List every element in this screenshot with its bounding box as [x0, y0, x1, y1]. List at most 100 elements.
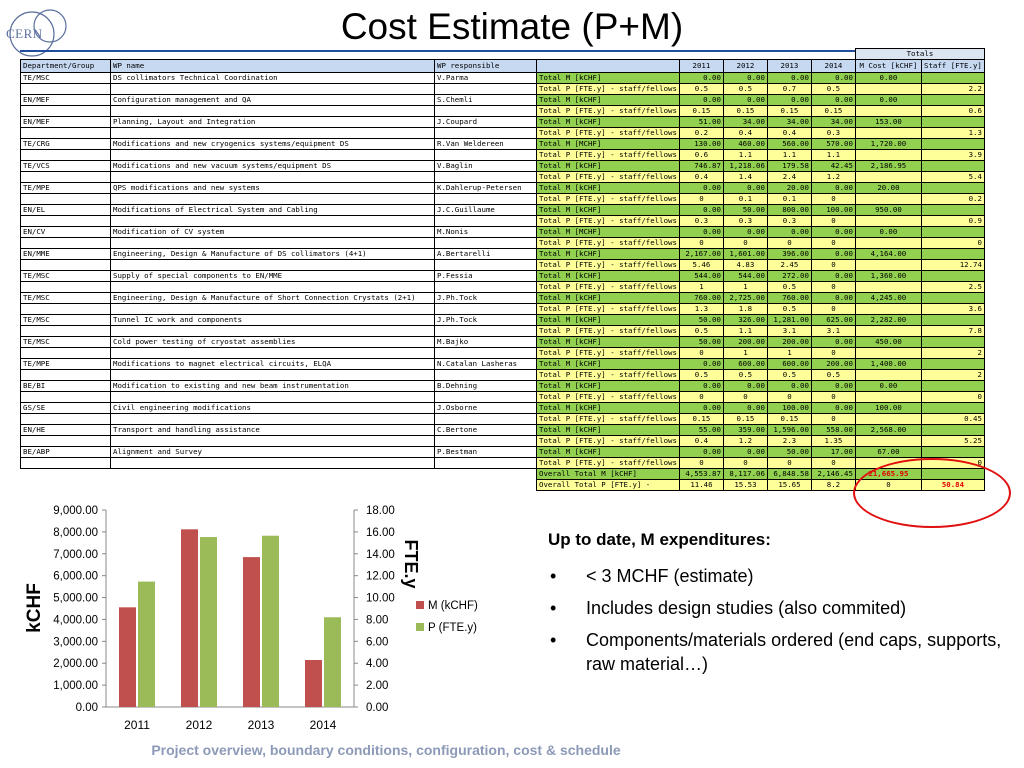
staff-total-cell: 0.45 [920, 413, 985, 425]
year-value-cell: 100.00 [810, 204, 856, 216]
wp-responsible-cell: N.Catalan Lasheras [434, 358, 537, 370]
year-value-cell: 0.00 [678, 402, 724, 414]
row-label-cell: Total M [kCHF] [536, 160, 680, 172]
dept-cell: TE/MSC [20, 270, 111, 282]
table-row-m: TE/MSC DS collimators Technical Coordinat… [20, 72, 985, 84]
year-value-cell: 0 [766, 237, 812, 249]
year-value-cell: 20.00 [766, 182, 812, 194]
wp-responsible-cell: A.Bertarelli [434, 248, 537, 260]
year-value-cell: 0.5 [810, 369, 856, 381]
staff-total-cell: 7.8 [920, 325, 985, 337]
m-cost-total-cell: 0.00 [854, 94, 922, 106]
table-row-p: Total P [FTE.y] - staff/fellows 0 0 0 0 0 [20, 391, 985, 403]
staff-total-cell: 0.2 [920, 193, 985, 205]
m-cost-total-cell: 450.00 [854, 336, 922, 348]
totals-header-row: Totals [21, 48, 985, 60]
title-underline [20, 50, 862, 52]
table-row-m: EN/CV Modification of CV system M.Nonis Tot… [20, 226, 985, 238]
staff-total-cell [920, 446, 985, 458]
row-label-cell: Total P [FTE.y] - staff/fellows [536, 149, 680, 161]
y2-tick-label: 18.00 [366, 505, 395, 517]
year-value-cell: 0.15 [766, 105, 812, 117]
row-label-cell: Total M [kCHF] [536, 292, 680, 304]
notes-item-text: Includes design studies (also commited) [586, 598, 907, 618]
year-value-cell: 0 [766, 457, 812, 469]
row-label-cell: Total M [kCHF] [536, 446, 680, 458]
m-cost-total-cell [854, 413, 922, 425]
wp-responsible-cell-empty [434, 149, 537, 161]
year-value-cell: 0.15 [766, 413, 812, 425]
wp-responsible-cell-empty [434, 127, 537, 139]
chart-bars [119, 529, 341, 707]
year-value-cell: 130.00 [678, 138, 724, 150]
staff-total-cell [920, 248, 985, 260]
row-label-cell: Total P [FTE.y] - staff/fellows [536, 105, 680, 117]
column-header: 2011 [678, 59, 724, 73]
wp-name-cell: Modifications to magnet electrical circu… [110, 358, 435, 370]
row-label-cell: Total P [FTE.y] - staff/fellows [536, 303, 680, 315]
dept-cell-empty [20, 237, 111, 249]
m-cost-total-cell [854, 391, 922, 403]
year-value-cell: 1.1 [766, 149, 812, 161]
column-header: 2012 [722, 59, 768, 73]
overall-year-cell: 6,848.58 [766, 468, 812, 480]
wp-name-cell: Modifications and new vacuum systems/equ… [110, 160, 435, 172]
wp-name-cell-empty [110, 303, 435, 315]
staff-total-cell: 0.6 [920, 105, 985, 117]
highlight-circle [853, 458, 1011, 528]
year-value-cell: 50.00 [678, 314, 724, 326]
notes-item: • Includes design studies (also commited) [548, 596, 1008, 620]
year-value-cell: 42.45 [810, 160, 856, 172]
overall-year-cell: 8.2 [810, 479, 856, 491]
footer-text: Project overview, boundary conditions, c… [151, 742, 621, 758]
wp-name-cell-empty [110, 413, 435, 425]
row-label-cell: Total P [FTE.y] - staff/fellows [536, 281, 680, 293]
y-tick-label: 0.00 [76, 702, 98, 714]
year-value-cell: 0 [810, 215, 856, 227]
year-value-cell: 0.5 [678, 369, 724, 381]
wp-name-cell-empty [110, 171, 435, 183]
y2-tick-label: 14.00 [366, 549, 395, 561]
year-value-cell: 746.87 [678, 160, 724, 172]
m-cost-total-cell [854, 215, 922, 227]
staff-total-cell: 5.25 [920, 435, 985, 447]
table-row-p: Total P [FTE.y] - staff/fellows 1 1 0.5 0 2.5 [20, 281, 985, 293]
row-label-cell: Total P [FTE.y] - staff/fellows [536, 237, 680, 249]
wp-name-cell: Tunnel IC work and components [110, 314, 435, 326]
m-cost-total-cell [854, 193, 922, 205]
totals-header: Totals [854, 48, 985, 60]
dept-cell-empty [20, 391, 111, 403]
wp-name-cell: Civil engineering modifications [110, 402, 435, 414]
table-row-p: Total P [FTE.y] - staff/fellows 0 0.1 0.1 0 0… [20, 193, 985, 205]
dept-cell-empty [20, 193, 111, 205]
staff-total-cell [920, 116, 985, 128]
year-value-cell: 0.5 [766, 369, 812, 381]
m-cost-total-cell [854, 105, 922, 117]
legend-label: M (kCHF) [428, 600, 478, 612]
wp-name-cell: Modifications of Electrical System and C… [110, 204, 435, 216]
wp-name-cell-empty [110, 237, 435, 249]
wp-responsible-cell-empty [434, 83, 537, 95]
wp-responsible-cell: M.Nonis [434, 226, 537, 238]
m-cost-total-cell: 1,400.00 [854, 358, 922, 370]
wp-responsible-cell: S.Chemli [434, 94, 537, 106]
year-value-cell: 0.3 [722, 215, 768, 227]
y2-axis-title: FTE.y [401, 539, 421, 588]
dept-cell: BE/BI [20, 380, 111, 392]
wp-responsible-cell-empty [434, 193, 537, 205]
wp-name-cell-empty [110, 127, 435, 139]
year-value-cell: 600.00 [766, 358, 812, 370]
column-header: 2013 [766, 59, 812, 73]
wp-name-cell: Configuration management and QA [110, 94, 435, 106]
year-value-cell: 1.1 [722, 149, 768, 161]
year-value-cell: 1 [766, 347, 812, 359]
year-value-cell: 1.2 [810, 171, 856, 183]
year-value-cell: 1 [678, 281, 724, 293]
m-cost-total-cell: 2,282.00 [854, 314, 922, 326]
table-row-m: TE/MSC Cold power testing of cryostat ass… [20, 336, 985, 348]
year-value-cell: 0.00 [810, 402, 856, 414]
table-row-m: TE/MSC Tunnel IC work and components J.Ph.… [20, 314, 985, 326]
year-value-cell: 1,281.00 [766, 314, 812, 326]
dept-cell-empty [20, 127, 111, 139]
m-cost-total-cell [854, 149, 922, 161]
